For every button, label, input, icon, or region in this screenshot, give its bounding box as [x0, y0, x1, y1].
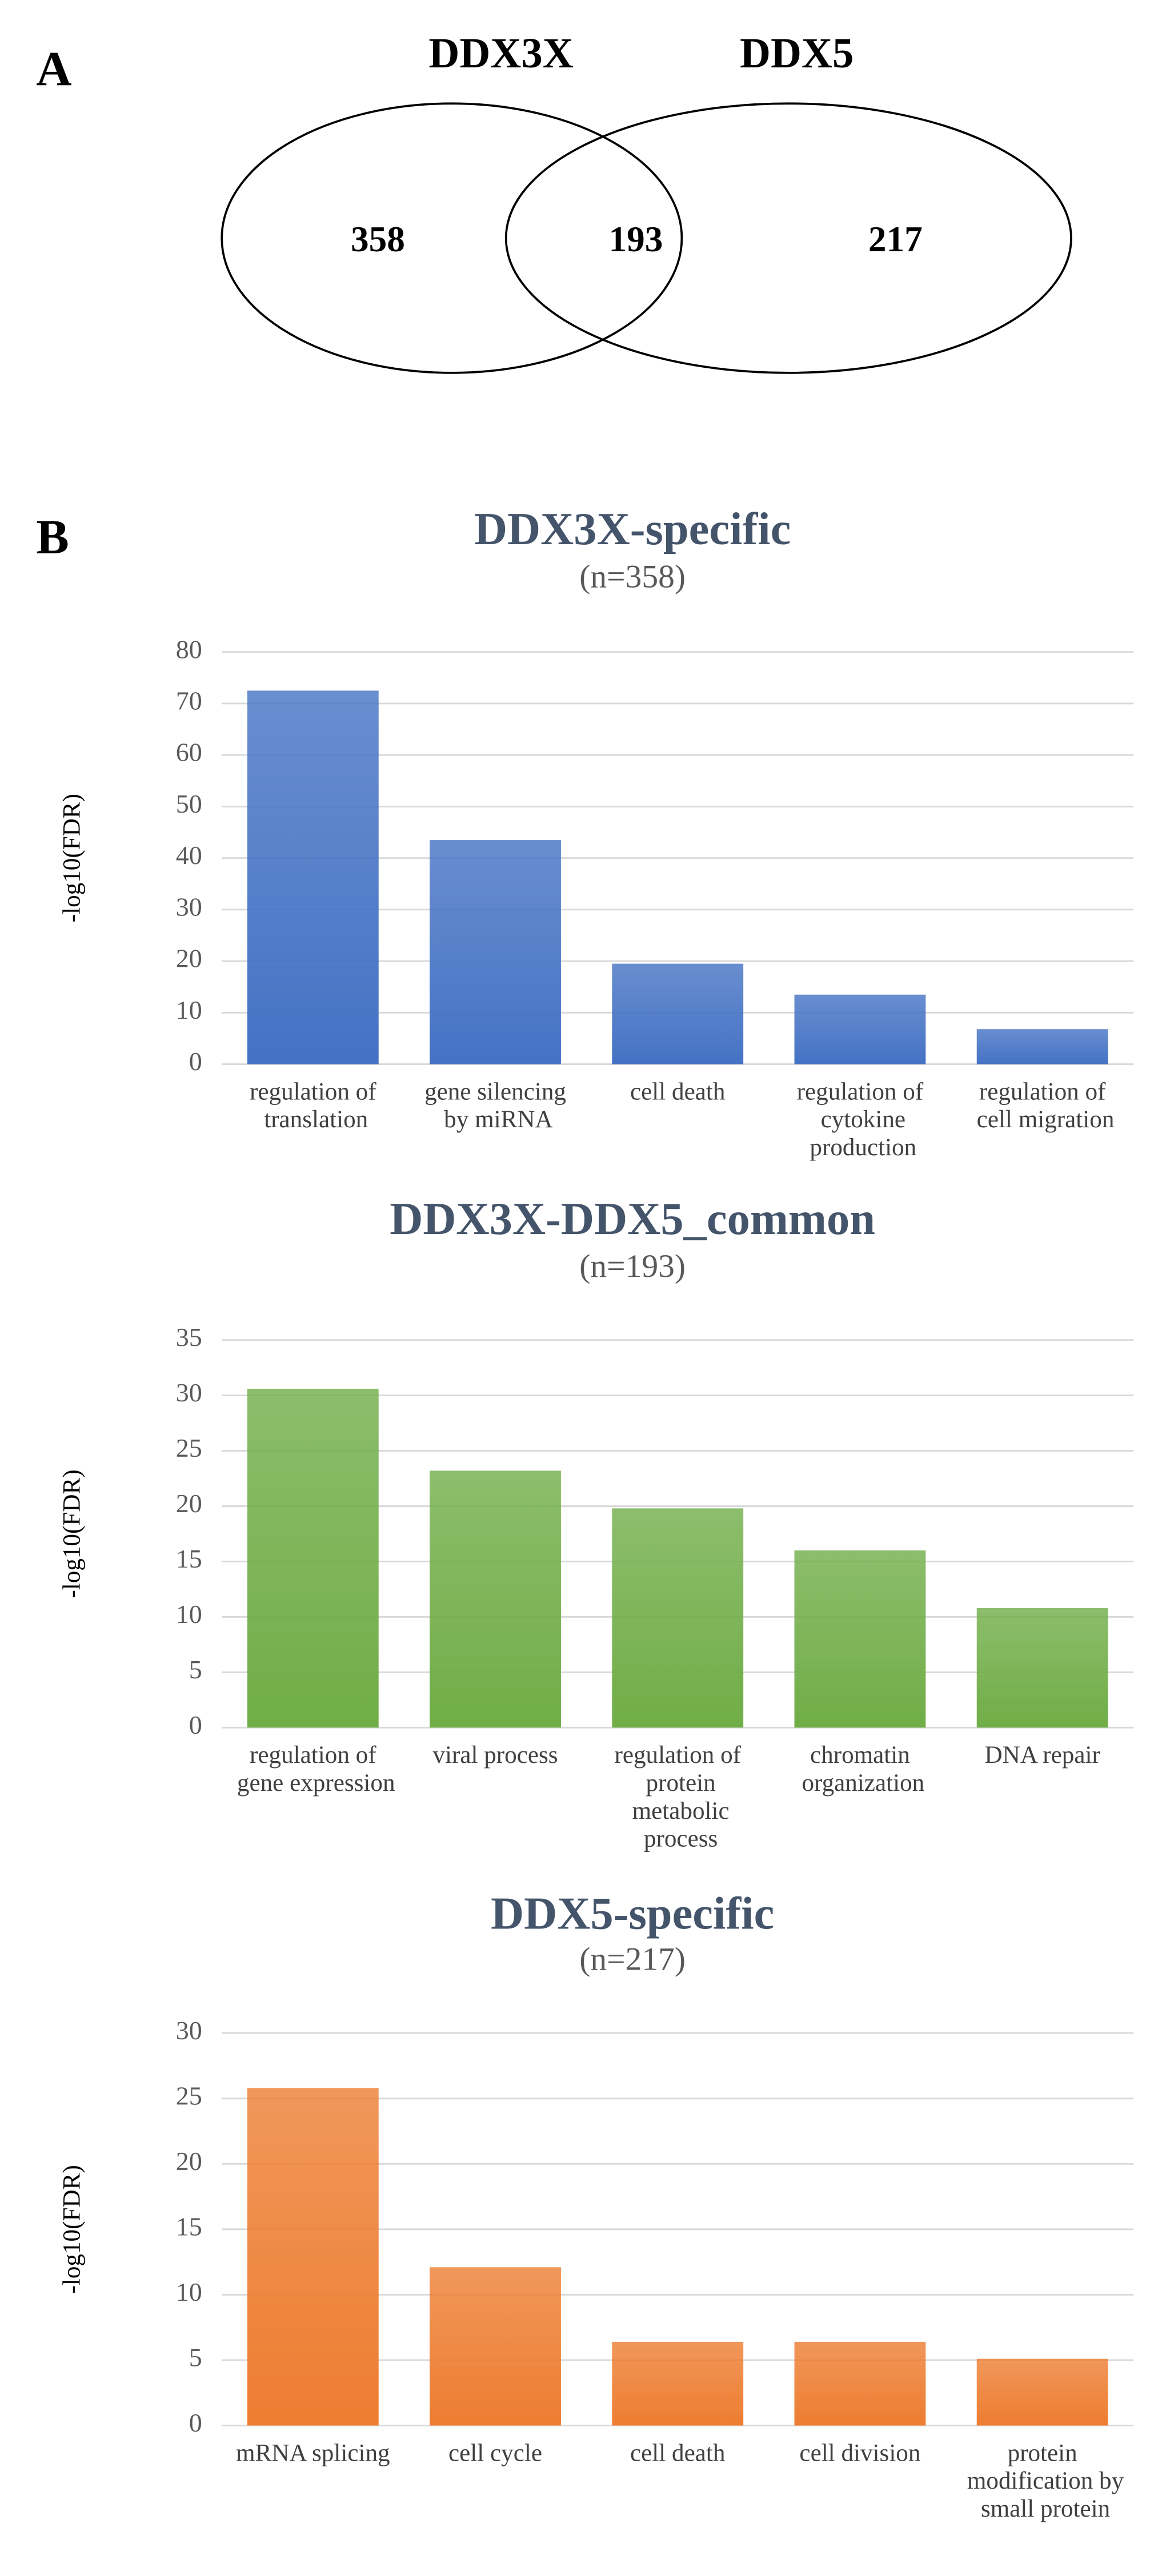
x-tick-label: cell cycle — [448, 2440, 542, 2466]
y-axis-label: -log10(FDR) — [58, 2165, 85, 2293]
chart-title: DDX3X-DDX5_common — [390, 1193, 875, 1244]
y-tick-label: 10 — [176, 995, 202, 1024]
bar — [247, 690, 379, 1064]
region-count: 358 — [351, 219, 405, 259]
y-tick-label: 15 — [176, 1544, 202, 1573]
bar — [976, 1608, 1108, 1728]
bar — [976, 1029, 1108, 1064]
y-tick-label: 30 — [176, 2016, 202, 2045]
set-label: DDX5 — [740, 30, 854, 77]
y-tick-label: 30 — [176, 892, 202, 921]
x-tick-label: regulation of protein metabolic process — [614, 1742, 741, 1852]
y-tick-label: 40 — [176, 841, 202, 870]
y-tick-label: 25 — [176, 1433, 202, 1462]
y-tick-label: 20 — [176, 2147, 202, 2176]
y-tick-label: 35 — [176, 1323, 202, 1352]
bar — [794, 2341, 926, 2426]
venn-circle — [504, 102, 1072, 374]
y-tick-label: 10 — [176, 2277, 202, 2306]
x-tick-label: protein modification by small protein — [961, 2440, 1124, 2522]
panel-label: A — [36, 41, 71, 96]
y-tick-label: 80 — [176, 634, 202, 664]
bar — [794, 1550, 926, 1728]
x-tick-label: regulation of cytokine production — [797, 1078, 924, 1161]
y-tick-label: 25 — [176, 2081, 202, 2110]
venn-circle — [221, 102, 683, 374]
chart-subtitle: (n=193) — [579, 1248, 686, 1284]
y-tick-label: 5 — [189, 1655, 202, 1684]
y-tick-label: 15 — [176, 2212, 202, 2241]
y-tick-label: 0 — [189, 1710, 202, 1739]
x-tick-label: cell death — [630, 2440, 725, 2466]
y-axis-label: -log10(FDR) — [58, 794, 85, 922]
x-tick-label: regulation of gene expression — [231, 1742, 395, 1797]
chart-title: DDX3X-specific — [474, 504, 791, 554]
y-tick-label: 0 — [189, 1047, 202, 1076]
y-tick-label: 50 — [176, 789, 202, 818]
bar — [247, 1388, 379, 1728]
x-tick-label: regulation of cell migration — [971, 1078, 1115, 1133]
x-tick-label: regulation of translation — [250, 1078, 376, 1133]
x-tick-label: cell death — [630, 1078, 725, 1105]
bar — [247, 2088, 379, 2426]
chart-subtitle: (n=217) — [579, 1942, 686, 1978]
chart-subtitle: (n=358) — [579, 558, 686, 594]
bar — [612, 963, 744, 1064]
x-tick-label: gene silencing by miRNA — [424, 1078, 566, 1133]
chart-title: DDX5-specific — [491, 1888, 774, 1939]
y-tick-label: 5 — [189, 2343, 202, 2372]
y-tick-label: 30 — [176, 1378, 202, 1407]
set-label: DDX3X — [428, 30, 573, 77]
bar — [612, 1508, 744, 1728]
x-tick-label: cell division — [799, 2440, 920, 2466]
y-tick-label: 70 — [176, 686, 202, 716]
panel-label: B — [36, 509, 69, 564]
y-tick-label: 20 — [176, 944, 202, 973]
bar — [430, 840, 561, 1064]
x-tick-label: mRNA splicing — [236, 2440, 390, 2466]
bar — [430, 2267, 561, 2426]
bar — [794, 994, 926, 1064]
bar — [430, 1470, 561, 1728]
y-tick-label: 60 — [176, 738, 202, 767]
x-tick-label: DNA repair — [984, 1742, 1100, 1769]
bar — [612, 2341, 744, 2426]
bar — [976, 2358, 1108, 2426]
x-tick-label: viral process — [432, 1742, 558, 1769]
region-count: 217 — [868, 219, 923, 259]
y-tick-label: 10 — [176, 1600, 202, 1629]
y-tick-label: 0 — [189, 2408, 202, 2437]
region-count: 193 — [608, 219, 663, 259]
y-axis-label: -log10(FDR) — [58, 1469, 85, 1598]
x-tick-label: chromatin organization — [796, 1742, 925, 1797]
y-tick-label: 20 — [176, 1489, 202, 1518]
